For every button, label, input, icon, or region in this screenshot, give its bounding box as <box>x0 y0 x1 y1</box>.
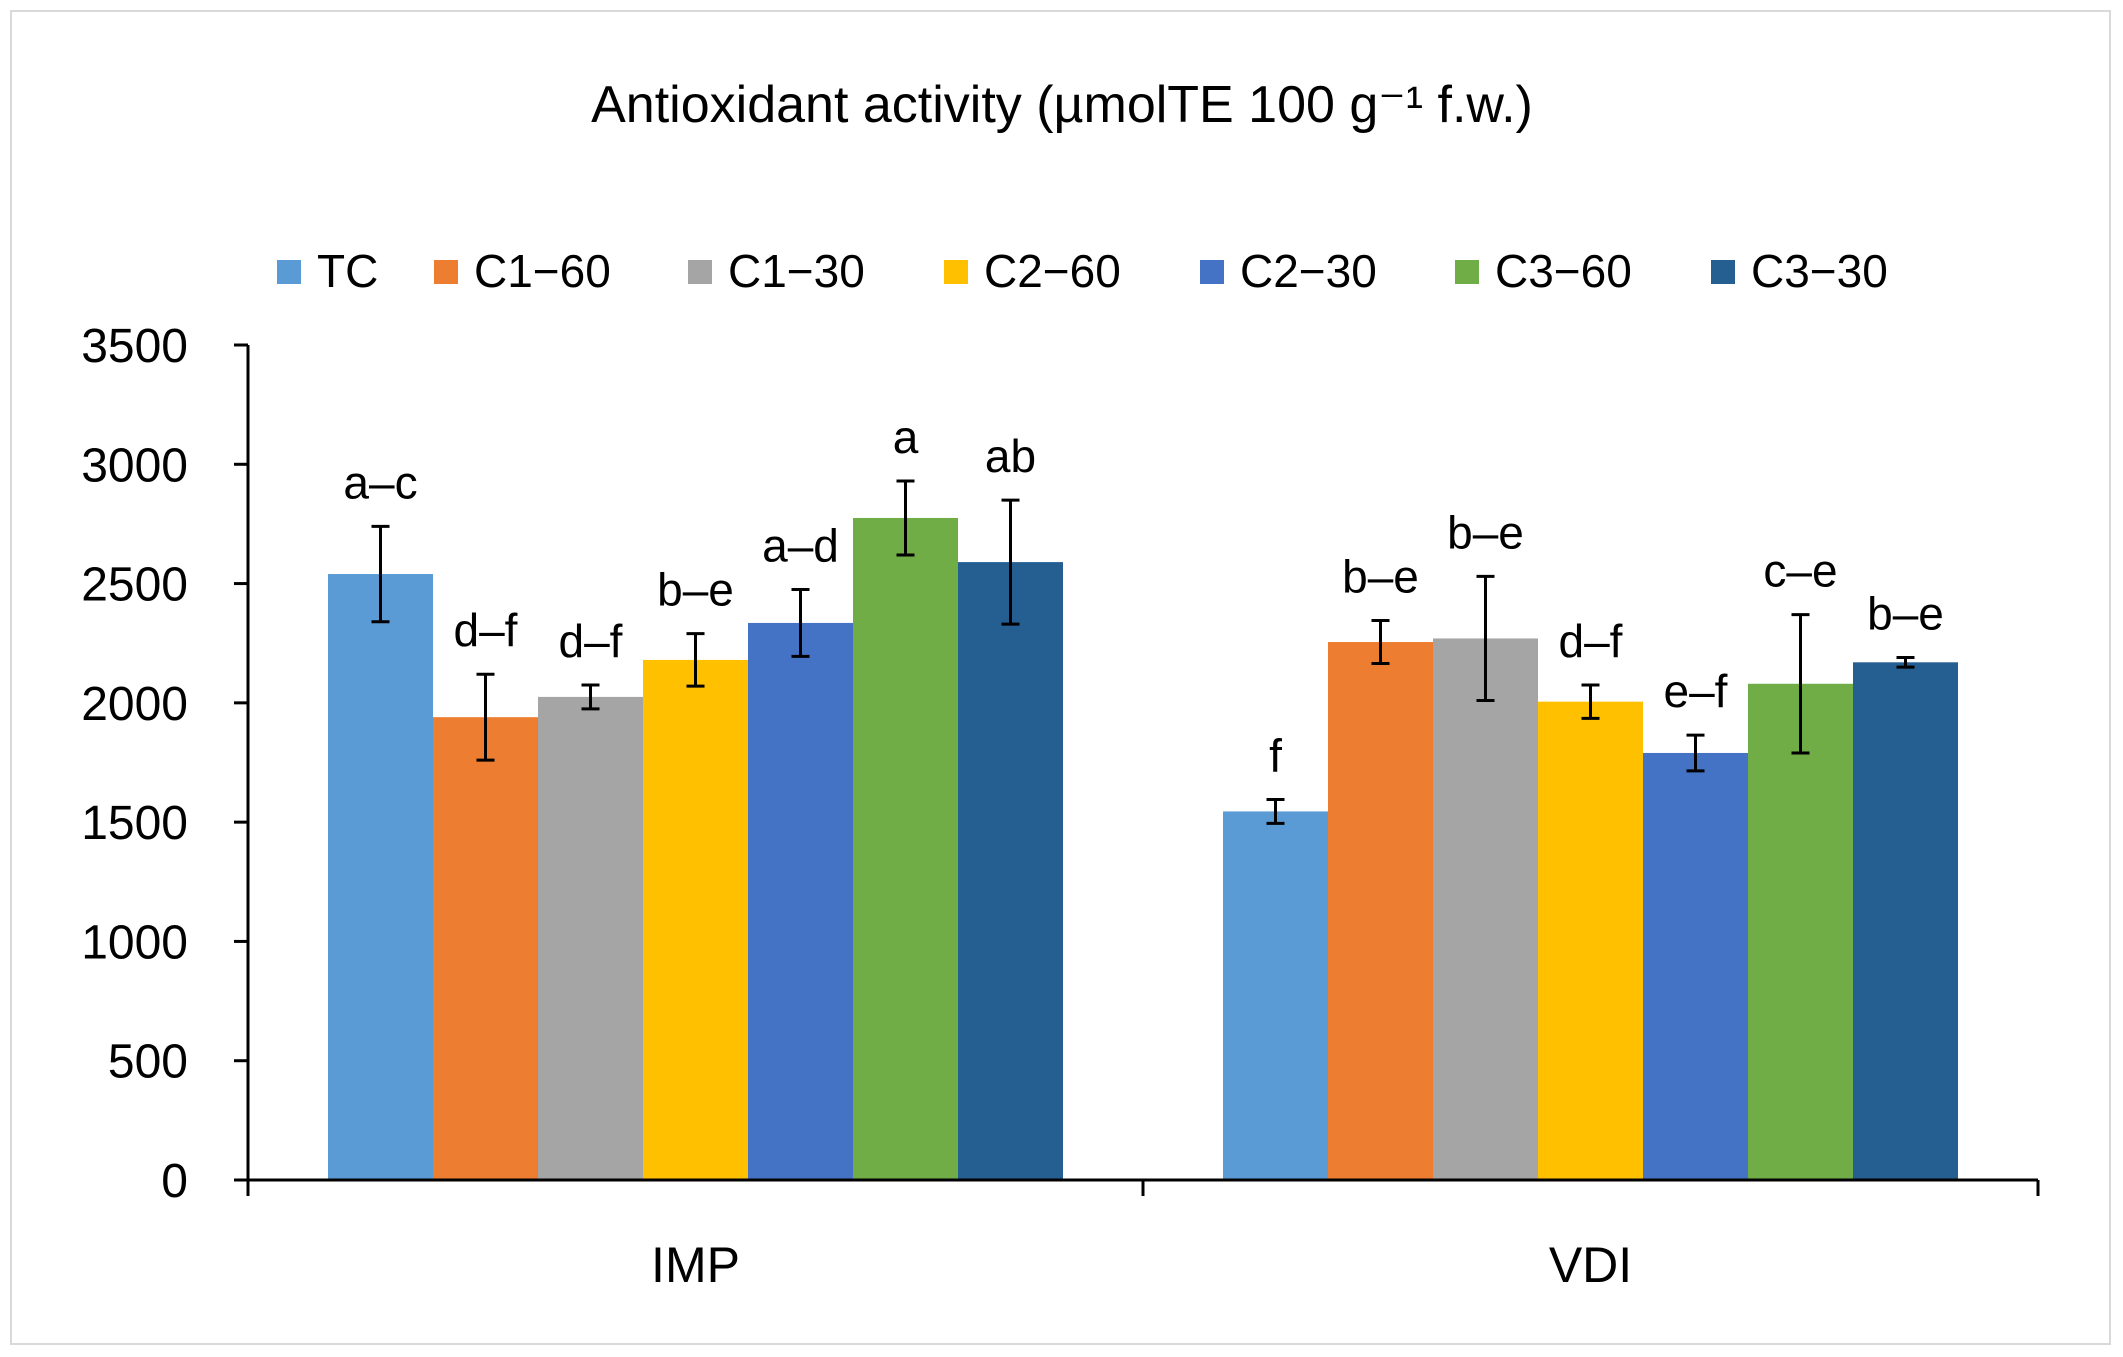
bar-vdi-2 <box>1433 638 1538 1180</box>
error-bar-imp-4 <box>791 588 810 658</box>
bar-vdi-1 <box>1328 642 1433 1180</box>
axes-group <box>246 345 2040 1196</box>
bar-vdi-3 <box>1538 701 1643 1180</box>
chart-title: Antioxidant activity (µmolTE 100 g⁻¹ f.w… <box>591 76 1533 134</box>
sig-label-vdi-2: b–e <box>1447 506 1524 558</box>
sig-label-vdi-4: e–f <box>1664 665 1728 717</box>
y-tick-label-1: 500 <box>108 1036 188 1089</box>
legend-label-6: C3−30 <box>1751 245 1888 297</box>
legend-label-0: TC <box>317 245 378 297</box>
y-tick-label-5: 2500 <box>81 559 188 612</box>
error-bar-imp-5 <box>896 479 915 557</box>
sig-label-imp-0: a–c <box>343 456 417 508</box>
error-bar-vdi-1 <box>1371 619 1390 665</box>
chart-frame: Antioxidant activity (µmolTE 100 g⁻¹ f.w… <box>10 10 2111 1345</box>
bar-vdi-0 <box>1223 811 1328 1180</box>
sig-label-imp-5: a <box>893 411 919 463</box>
bar-imp-0 <box>328 574 433 1180</box>
legend: TC C1−60 C1−30 C2−60 C2−30 C3−60 C3−30 <box>277 245 1888 297</box>
sig-label-vdi-6: b–e <box>1867 588 1944 640</box>
y-tick-label-2: 1000 <box>81 916 188 969</box>
y-tick-label-6: 3000 <box>81 439 188 492</box>
legend-swatch-6 <box>1711 260 1735 284</box>
error-bar-vdi-2 <box>1476 574 1495 702</box>
y-ticks-group: 0 500 1000 1500 2000 2500 3000 3500 <box>81 320 248 1208</box>
y-tick-label-3: 1500 <box>81 797 188 850</box>
legend-swatch-5 <box>1455 260 1479 284</box>
sig-label-vdi-5: c–e <box>1763 545 1837 597</box>
error-bar-vdi-4 <box>1686 733 1705 773</box>
sig-label-vdi-0: f <box>1269 729 1282 781</box>
sig-label-vdi-3: d–f <box>1559 615 1623 667</box>
bar-imp-5 <box>853 517 958 1180</box>
bar-vdi-6 <box>1853 662 1958 1180</box>
error-bar-vdi-6 <box>1896 656 1915 669</box>
bar-imp-3 <box>643 659 748 1180</box>
error-bar-vdi-0 <box>1266 797 1285 825</box>
legend-swatch-2 <box>688 260 712 284</box>
legend-label-5: C3−60 <box>1495 245 1632 297</box>
bars-group <box>328 517 1958 1180</box>
legend-swatch-0 <box>277 260 301 284</box>
y-tick-label-7: 3500 <box>81 320 188 373</box>
x-category-vdi: VDI <box>1549 1237 1632 1293</box>
error-bar-imp-3 <box>686 632 705 688</box>
x-category-imp: IMP <box>651 1237 740 1293</box>
legend-label-4: C2−30 <box>1240 245 1377 297</box>
bar-vdi-4 <box>1643 752 1748 1180</box>
sig-label-imp-6: ab <box>985 430 1036 482</box>
sig-label-imp-4: a–d <box>762 520 839 572</box>
legend-label-3: C2−60 <box>984 245 1121 297</box>
legend-label-1: C1−60 <box>474 245 611 297</box>
significance-labels-group: a–c d–f d–f b–e a–d a ab f b–e b–e d–f e–f c–e b–e <box>343 411 1943 781</box>
y-tick-label-0: 0 <box>161 1155 188 1208</box>
x-categories-group: IMP VDI <box>651 1237 1632 1293</box>
error-bar-vdi-5 <box>1791 613 1810 755</box>
bar-vdi-5 <box>1748 683 1853 1180</box>
error-bar-vdi-3 <box>1581 683 1600 720</box>
legend-swatch-4 <box>1200 260 1224 284</box>
y-tick-label-4: 2000 <box>81 678 188 731</box>
bar-imp-2 <box>538 696 643 1180</box>
sig-label-imp-1: d–f <box>454 604 518 656</box>
bar-imp-4 <box>748 622 853 1180</box>
error-bar-imp-2 <box>581 683 600 711</box>
error-bar-imp-0 <box>371 524 390 624</box>
legend-label-2: C1−30 <box>728 245 865 297</box>
sig-label-vdi-1: b–e <box>1342 551 1419 603</box>
error-bar-imp-6 <box>1001 498 1020 626</box>
sig-label-imp-3: b–e <box>657 564 734 616</box>
error-bars-group <box>371 479 1915 825</box>
chart-svg: Antioxidant activity (µmolTE 100 g⁻¹ f.w… <box>81 76 2040 1293</box>
bar-imp-6 <box>958 562 1063 1180</box>
error-bar-imp-1 <box>476 672 495 762</box>
sig-label-imp-2: d–f <box>559 615 623 667</box>
legend-swatch-1 <box>434 260 458 284</box>
legend-swatch-3 <box>944 260 968 284</box>
bar-imp-1 <box>433 717 538 1180</box>
